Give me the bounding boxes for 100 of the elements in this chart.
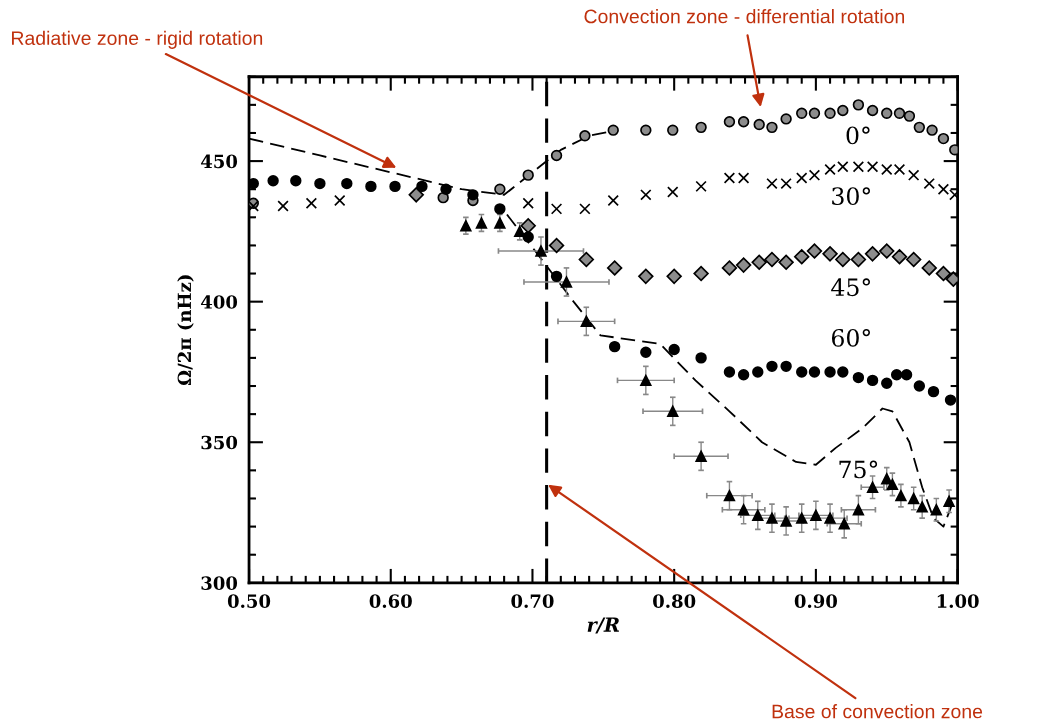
- point: [850, 251, 867, 268]
- point: [667, 186, 679, 198]
- point: [753, 118, 765, 131]
- point: [824, 366, 836, 378]
- point: [314, 177, 326, 190]
- point: [467, 189, 479, 201]
- point: [923, 177, 935, 190]
- point: [879, 243, 895, 259]
- series-label: 30°: [832, 187, 870, 206]
- point: [290, 175, 302, 187]
- point: [723, 172, 736, 184]
- point: [886, 478, 899, 491]
- point: [640, 346, 652, 358]
- point: [824, 512, 836, 524]
- x-axis-title: r/R: [587, 617, 620, 634]
- y-tick-label: 400: [200, 295, 238, 309]
- point: [640, 374, 652, 387]
- point: [808, 169, 821, 181]
- point: [522, 169, 534, 181]
- point: [796, 366, 808, 378]
- point: [913, 121, 926, 134]
- point: [305, 197, 318, 209]
- text: Base of convection zone: [772, 704, 983, 719]
- point: [667, 124, 679, 136]
- point: [866, 481, 879, 493]
- point: [905, 251, 922, 268]
- point: [667, 405, 679, 418]
- x-tick-label: 0.50: [227, 594, 271, 608]
- point: [579, 203, 591, 215]
- point: [766, 121, 778, 134]
- point: [891, 248, 908, 265]
- point: [640, 189, 652, 201]
- point: [796, 512, 808, 524]
- point: [927, 385, 940, 398]
- point: [916, 501, 928, 513]
- x-tick-label: 0.90: [794, 594, 838, 608]
- point: [668, 343, 680, 356]
- point: [277, 200, 289, 212]
- point: [737, 116, 750, 128]
- point: [778, 254, 794, 271]
- point: [550, 270, 563, 283]
- point: [638, 268, 654, 285]
- point: [881, 107, 893, 119]
- point: [780, 113, 792, 125]
- point: [548, 237, 565, 254]
- point: [334, 194, 346, 207]
- point: [944, 394, 957, 406]
- y-tick-label: 300: [201, 576, 238, 590]
- point: [723, 366, 736, 378]
- point: [494, 203, 506, 215]
- text: Convection zone - differential rotation: [584, 9, 905, 24]
- point: [926, 124, 938, 136]
- point: [943, 495, 955, 507]
- point: [752, 366, 764, 378]
- point: [416, 180, 428, 193]
- x-tick-label: 0.60: [369, 594, 412, 608]
- point: [606, 260, 623, 276]
- point: [838, 518, 850, 530]
- point: [852, 99, 865, 111]
- point: [640, 124, 652, 136]
- point: [852, 504, 865, 516]
- x-tick-label: 1.00: [937, 594, 979, 608]
- point: [460, 220, 472, 232]
- point: [580, 315, 593, 328]
- point: [723, 116, 736, 128]
- point: [866, 161, 879, 173]
- point: [796, 172, 808, 184]
- point: [824, 107, 836, 119]
- point: [751, 254, 767, 271]
- point: [780, 177, 792, 190]
- x-tick-label: 0.80: [653, 594, 696, 608]
- point: [835, 251, 851, 268]
- point: [607, 124, 619, 136]
- point: [837, 104, 849, 117]
- point: [560, 276, 573, 288]
- x-tick-label: 0.70: [511, 594, 554, 608]
- point: [522, 197, 534, 209]
- point: [341, 177, 353, 190]
- point: [822, 246, 838, 262]
- point: [494, 217, 506, 229]
- point: [721, 260, 738, 276]
- point: [520, 218, 536, 234]
- point: [408, 187, 424, 203]
- point: [695, 450, 707, 462]
- point: [824, 163, 836, 176]
- y-axis-title: Ω/2π (nHz): [177, 275, 194, 386]
- point: [695, 352, 707, 364]
- point: [579, 130, 591, 142]
- point: [864, 246, 881, 262]
- point: [852, 161, 865, 173]
- point: [693, 265, 709, 282]
- point: [837, 366, 849, 378]
- point: [806, 243, 823, 259]
- point: [522, 231, 534, 243]
- point: [852, 371, 865, 384]
- point: [475, 217, 488, 229]
- point: [810, 509, 822, 522]
- point: [893, 107, 906, 119]
- point: [794, 248, 810, 265]
- point: [550, 203, 563, 215]
